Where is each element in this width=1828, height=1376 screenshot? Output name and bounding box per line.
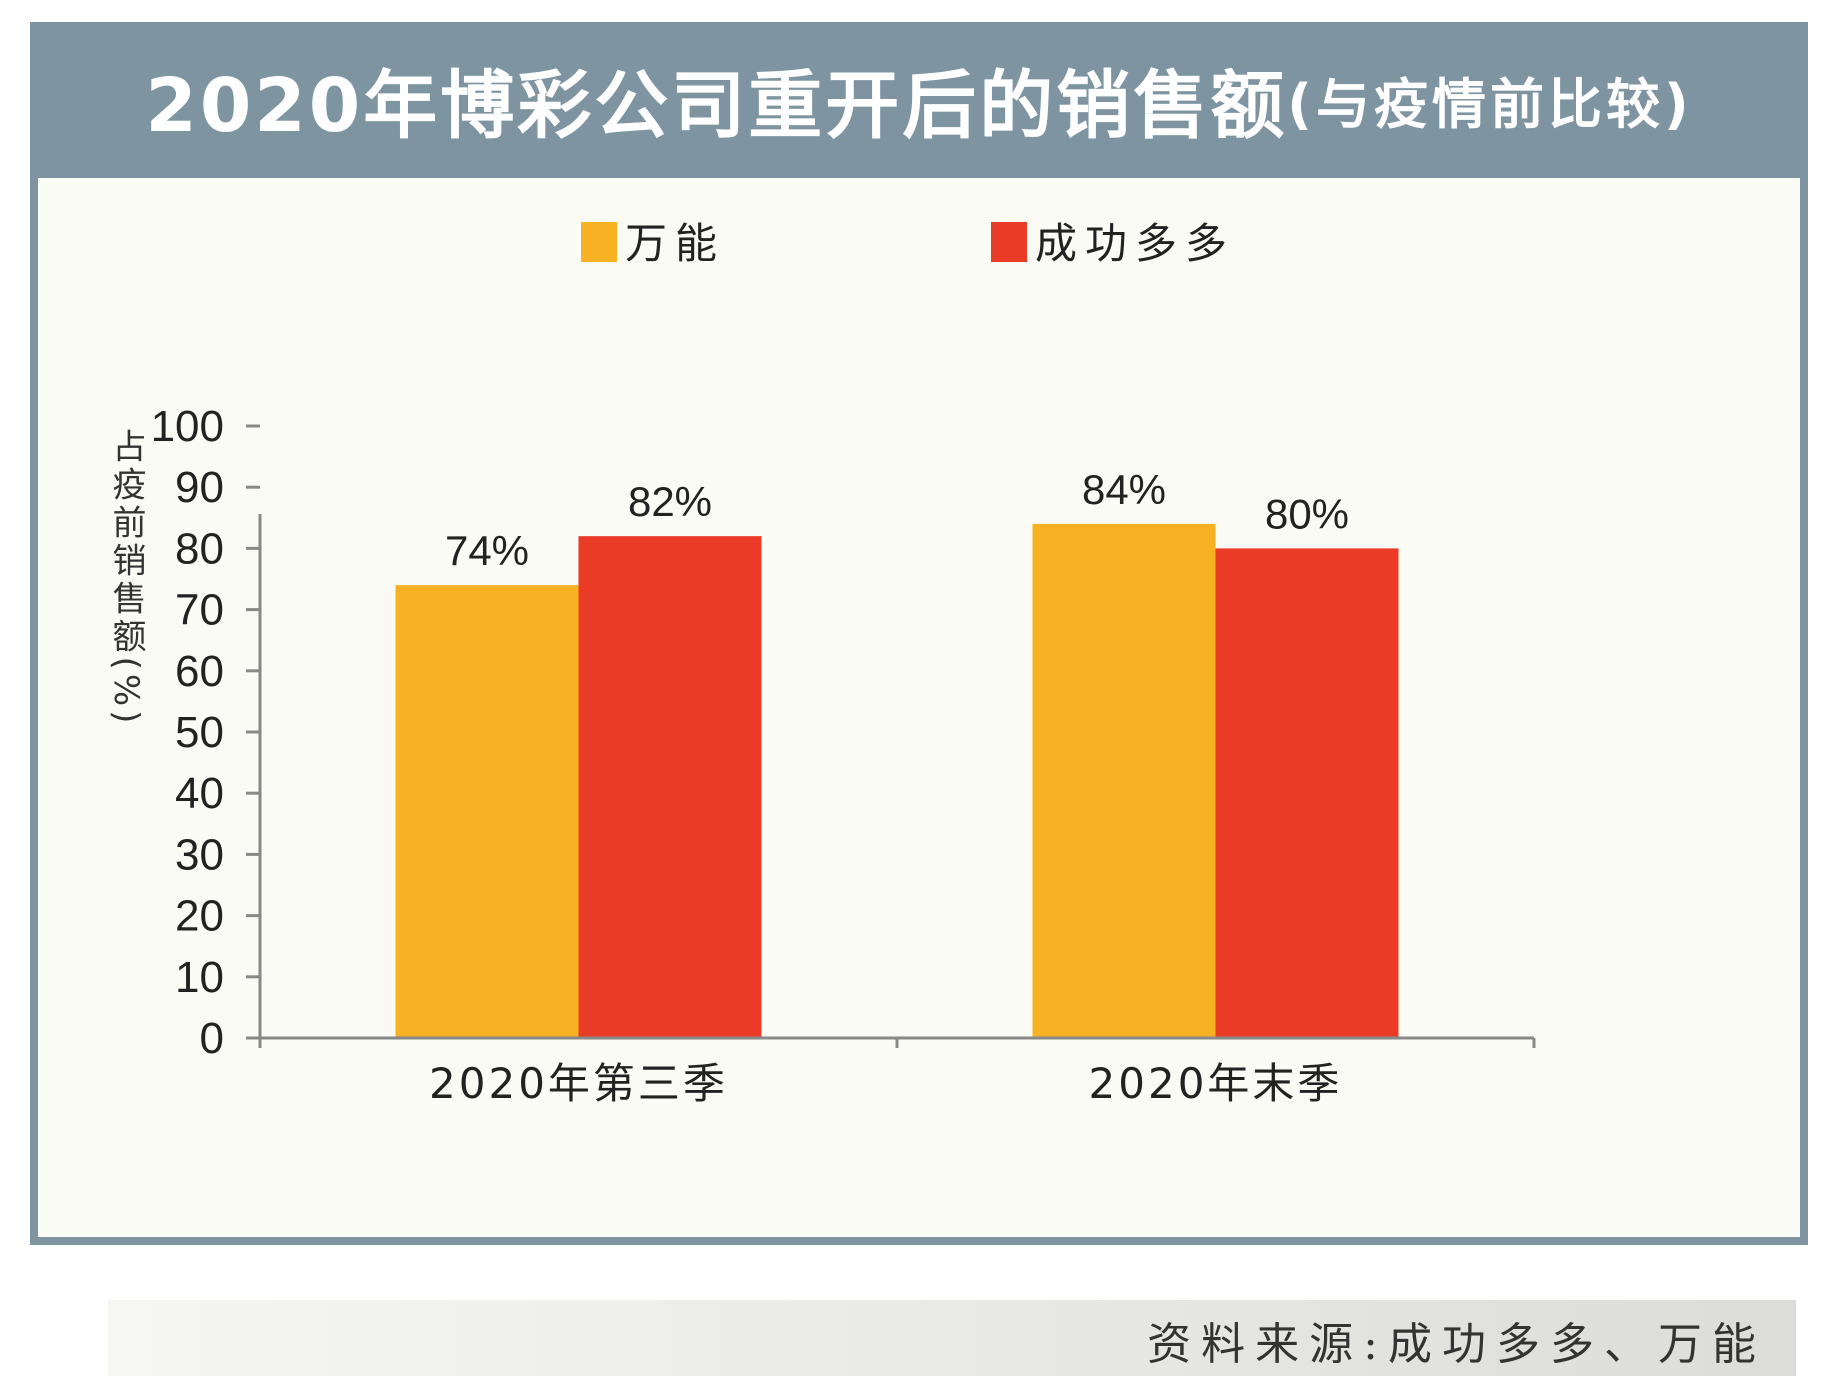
bar-value-label: 84% <box>1082 466 1166 513</box>
bar <box>1215 548 1399 1038</box>
y-tick-label: 30 <box>175 830 224 879</box>
x-category-label: 2020年末季 <box>1089 1059 1343 1108</box>
y-tick-label: 10 <box>175 953 224 1002</box>
x-category-label: 2020年第三季 <box>429 1059 728 1108</box>
bar <box>395 585 579 1038</box>
y-tick-label: 20 <box>175 892 224 941</box>
chart-subtitle: (与疫情前比较) <box>1287 72 1693 136</box>
y-tick-label: 40 <box>175 769 224 818</box>
y-tick-label: 80 <box>175 524 224 573</box>
chart-title: 2020年博彩公司重开后的销售额 <box>145 62 1288 149</box>
bar <box>1032 523 1216 1038</box>
y-tick-label: 100 <box>151 402 224 451</box>
bar-value-label: 80% <box>1265 490 1349 537</box>
y-tick-label: 60 <box>175 647 224 696</box>
y-axis-label: 占疫前销售额(%) <box>106 428 146 727</box>
title-bar: 2020年博彩公司重开后的销售额 (与疫情前比较) <box>30 22 1808 176</box>
legend-swatch <box>991 222 1027 262</box>
legend-label: 成功多多 <box>1035 219 1235 268</box>
source-bar: 资料来源:成功多多、万能 <box>108 1300 1796 1376</box>
bar <box>578 536 762 1038</box>
y-tick-label: 50 <box>175 708 224 757</box>
bar-value-label: 82% <box>628 478 712 525</box>
source-note: 资料来源:成功多多、万能 <box>1147 1319 1766 1370</box>
y-tick-label: 90 <box>175 463 224 512</box>
y-tick-label: 70 <box>175 586 224 635</box>
legend-swatch <box>581 222 617 262</box>
y-tick-label: 0 <box>200 1014 224 1063</box>
bar-value-label: 74% <box>445 527 529 574</box>
chart-panel: 0 10 20 30 40 50 60 70 80 90 100 占疫前销售额(%) 74% 82% 202… <box>38 178 1800 1376</box>
chart-frame: 2020年博彩公司重开后的销售额 (与疫情前比较) 0 10 20 30 40 50 60 7… <box>30 22 1808 1376</box>
legend-label: 万能 <box>625 219 725 268</box>
